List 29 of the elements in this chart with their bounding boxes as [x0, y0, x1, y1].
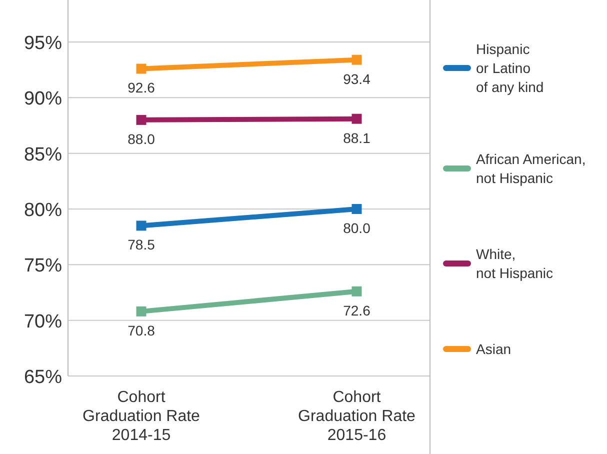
legend-label: Hispanic or Latino of any kind — [476, 41, 544, 95]
data-label: 70.8 — [128, 322, 156, 338]
point — [352, 204, 362, 214]
point — [136, 306, 146, 316]
y-tick-label: 85% — [24, 144, 62, 166]
y-tick-label: 70% — [24, 311, 62, 332]
data-label: 93.4 — [343, 70, 371, 87]
point — [136, 114, 146, 125]
data-label: 78.5 — [128, 236, 156, 253]
y-tick-label: 80% — [24, 200, 62, 221]
y-tick-label: 95% — [24, 33, 62, 54]
x-tick-label: Cohort Graduation Rate 2015-16 — [298, 389, 416, 444]
point — [352, 114, 362, 124]
point — [352, 286, 362, 296]
legend-label: African American, not Hispanic — [476, 151, 586, 186]
legend-label: White, not Hispanic — [476, 246, 554, 281]
data-label: 72.6 — [343, 302, 371, 318]
point — [136, 220, 146, 231]
data-label: 80.0 — [343, 220, 371, 236]
data-label: 88.1 — [343, 130, 371, 146]
y-tick-label: 75% — [24, 256, 62, 277]
data-label: 92.6 — [128, 80, 156, 96]
data-label: 88.0 — [128, 130, 156, 147]
point — [352, 54, 362, 65]
y-tick-label: 65% — [24, 367, 62, 388]
point — [136, 64, 146, 74]
legend-label: Asian — [476, 341, 512, 357]
y-tick-label: 90% — [24, 88, 62, 110]
x-tick-label: Cohort Graduation Rate 2014-15 — [82, 389, 200, 444]
